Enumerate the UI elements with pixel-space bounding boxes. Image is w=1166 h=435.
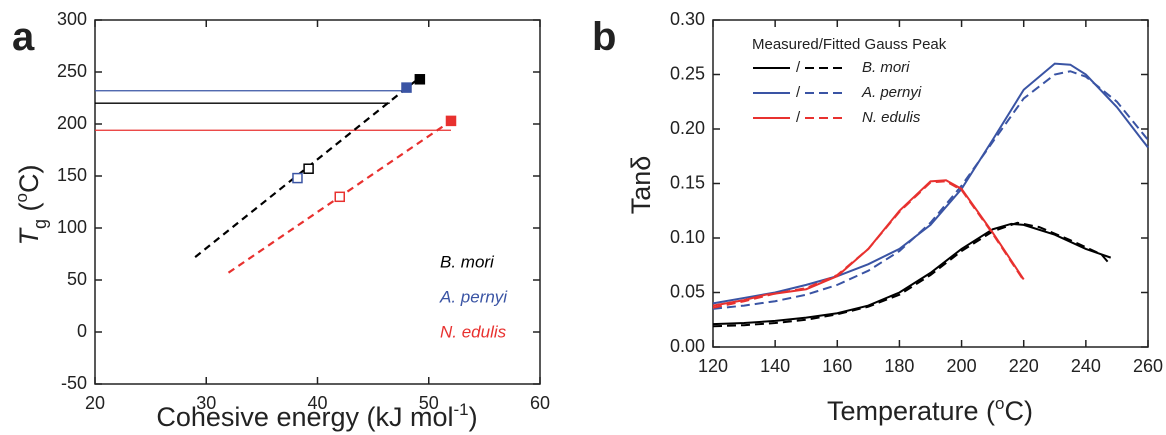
panel-label: a <box>12 15 35 59</box>
y-tick-label: 50 <box>67 269 87 289</box>
x-tick-label: 200 <box>947 356 977 376</box>
label-part: Temperature ( <box>827 396 995 426</box>
x-tick-label: 140 <box>760 356 790 376</box>
y-tick-label: 200 <box>57 113 87 133</box>
fitted-curve <box>712 180 1025 309</box>
x-tick-label: 40 <box>307 393 327 413</box>
label-part: T <box>14 226 44 245</box>
point <box>292 172 303 184</box>
y-tick-label: 0 <box>77 321 87 341</box>
y-tick-label: 0.20 <box>670 118 705 138</box>
label-sup: o <box>995 394 1004 413</box>
legend-label: N. edulis <box>862 109 921 126</box>
x-tick-label: 260 <box>1133 356 1163 376</box>
legend-separator: / <box>796 59 801 76</box>
point <box>334 191 345 203</box>
x-tick-label: 30 <box>196 393 216 413</box>
y-tick-label: -50 <box>61 373 87 393</box>
legend-separator: / <box>796 84 801 101</box>
legend-separator: / <box>796 109 801 126</box>
label-sub: g <box>30 219 50 229</box>
legend-label: A. pernyi <box>439 287 508 306</box>
point <box>445 115 457 127</box>
label-part: ) <box>469 402 478 432</box>
label-part: Cohesive energy (kJ mol <box>156 402 453 432</box>
y-tick-label: 150 <box>57 165 87 185</box>
x-tick-label: 50 <box>419 393 439 413</box>
legend-label: B. mori <box>440 252 495 271</box>
label-sup: o <box>12 193 31 202</box>
legend-label: A. pernyi <box>861 84 922 101</box>
measured-curve <box>712 222 1112 326</box>
label-part: ( <box>14 202 44 219</box>
x-axis-label: Cohesive energy (kJ mol-1) <box>156 400 477 432</box>
point <box>414 74 426 85</box>
x-tick-label: 240 <box>1071 356 1101 376</box>
y-tick-label: 0.05 <box>670 281 705 301</box>
measured-curve <box>712 62 1149 305</box>
y-tick-label: 0.30 <box>670 9 705 29</box>
y-tick-label: 250 <box>57 61 87 81</box>
x-tick-label: 180 <box>884 356 914 376</box>
label-part: C) <box>1005 396 1034 426</box>
panel-label: b <box>592 15 616 59</box>
legend-title: Measured/Fitted Gauss Peak <box>752 36 947 53</box>
fitted-curve <box>712 70 1149 310</box>
x-tick-label: 120 <box>698 356 728 376</box>
x-tick-label: 20 <box>85 393 105 413</box>
y-tick-label: 100 <box>57 217 87 237</box>
measured-curve <box>712 179 1025 307</box>
point <box>401 82 412 93</box>
fitted-curve <box>712 221 1112 328</box>
legend-label: B. mori <box>862 59 910 76</box>
y-axis-label: Tg (oC) <box>12 165 50 246</box>
x-tick-label: 160 <box>822 356 852 376</box>
x-tick-label: 220 <box>1009 356 1039 376</box>
y-tick-label: 300 <box>57 9 87 29</box>
legend-label: N. edulis <box>440 322 507 341</box>
x-tick-label: 60 <box>530 393 550 413</box>
y-tick-label: 0.25 <box>670 63 705 83</box>
point <box>303 163 314 174</box>
y-tick-label: 0.10 <box>670 227 705 247</box>
y-tick-label: 0.15 <box>670 172 705 192</box>
x-axis-label: Temperature (oC) <box>827 394 1033 426</box>
label-sup: -1 <box>454 400 469 419</box>
y-axis-label: Tanδ <box>626 156 656 215</box>
label-part: C) <box>14 165 44 194</box>
y-tick-label: 0.00 <box>670 336 705 356</box>
